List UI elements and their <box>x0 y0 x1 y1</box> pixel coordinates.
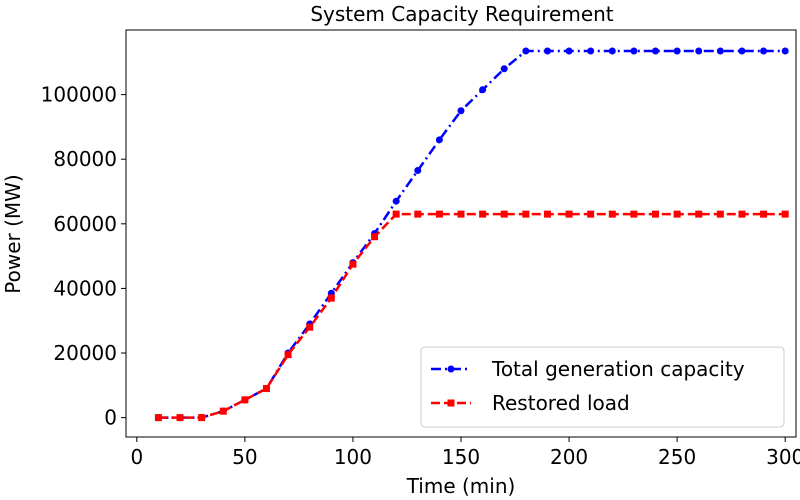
data-point <box>241 396 249 404</box>
data-point <box>738 210 746 218</box>
y-tick-label: 60000 <box>53 212 117 236</box>
x-axis: 0 50 100 150 200 250 300 <box>130 437 800 469</box>
data-point <box>435 136 443 144</box>
data-point <box>608 210 616 218</box>
data-point <box>781 210 789 218</box>
data-point <box>716 47 724 55</box>
data-point <box>435 210 443 218</box>
legend-marker <box>447 365 455 373</box>
data-point <box>457 210 465 218</box>
data-point <box>198 414 206 422</box>
data-point <box>522 47 530 55</box>
x-tick-label: 150 <box>442 445 480 469</box>
data-point <box>414 210 422 218</box>
data-point <box>760 210 768 218</box>
data-point <box>695 47 703 55</box>
series-line <box>158 49 786 419</box>
data-point <box>479 210 487 218</box>
legend-entry-1: Total generation capacity <box>431 357 745 381</box>
data-point <box>738 47 746 55</box>
legend-marker <box>447 399 455 407</box>
data-point <box>500 65 508 73</box>
data-point <box>219 407 227 415</box>
data-point <box>349 260 357 268</box>
y-axis: 0 20000 40000 60000 80000 100000 <box>41 83 126 430</box>
data-point <box>673 210 681 218</box>
legend: Total generation capacity Restored load <box>420 346 785 428</box>
data-point <box>543 210 551 218</box>
chart-title: System Capacity Requirement <box>310 2 613 26</box>
x-tick-label: 0 <box>130 445 143 469</box>
data-point <box>630 210 638 218</box>
data-point <box>565 47 573 55</box>
data-point <box>608 47 616 55</box>
data-point <box>673 47 681 55</box>
y-tick-label: 80000 <box>53 147 117 171</box>
x-tick-label: 50 <box>232 445 257 469</box>
legend-box <box>420 346 785 428</box>
data-point <box>457 107 465 115</box>
data-point <box>543 47 551 55</box>
x-axis-label: Time (min) <box>406 474 516 498</box>
y-tick-label: 0 <box>104 406 117 430</box>
data-point <box>154 414 162 422</box>
y-tick-label: 20000 <box>53 341 117 365</box>
y-axis-label: Power (MW) <box>1 174 25 293</box>
data-point <box>176 414 184 422</box>
data-point <box>587 47 595 55</box>
data-point <box>695 210 703 218</box>
x-tick-label: 250 <box>658 445 696 469</box>
data-point <box>392 197 400 205</box>
data-point <box>565 210 573 218</box>
data-point <box>760 47 768 55</box>
data-point <box>522 210 530 218</box>
data-point <box>306 323 314 331</box>
data-point <box>479 86 487 94</box>
legend-label: Total generation capacity <box>491 357 745 381</box>
series-layer <box>154 47 789 422</box>
data-point <box>652 210 660 218</box>
x-tick-label: 300 <box>766 445 800 469</box>
data-point <box>500 210 508 218</box>
x-tick-label: 200 <box>550 445 588 469</box>
data-point <box>262 385 270 393</box>
legend-entry-2: Restored load <box>431 391 630 415</box>
data-point <box>327 294 335 302</box>
x-tick-label: 100 <box>334 445 372 469</box>
data-point <box>371 233 379 241</box>
series-2 <box>154 210 789 422</box>
data-point <box>652 47 660 55</box>
data-point <box>716 210 724 218</box>
data-point <box>284 351 292 359</box>
data-point <box>392 210 400 218</box>
y-tick-label: 100000 <box>41 83 117 107</box>
series-line <box>158 212 786 419</box>
y-tick-label: 40000 <box>53 276 117 300</box>
data-point <box>587 210 595 218</box>
data-point <box>781 47 789 55</box>
data-point <box>630 47 638 55</box>
legend-label: Restored load <box>492 391 630 415</box>
data-point <box>414 167 422 175</box>
